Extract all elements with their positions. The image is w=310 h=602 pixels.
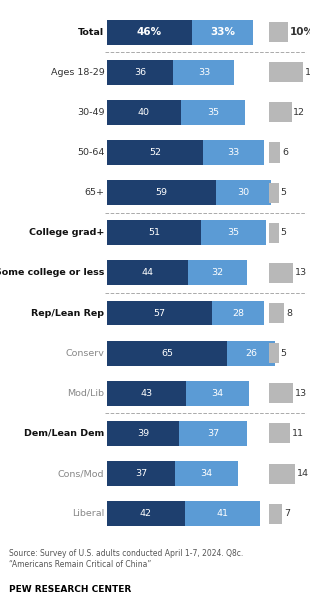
Text: 12: 12 bbox=[293, 108, 305, 117]
Bar bbox=[107, 381, 186, 406]
Text: 35: 35 bbox=[207, 108, 219, 117]
Bar bbox=[174, 60, 234, 85]
Text: 7: 7 bbox=[284, 509, 290, 518]
Text: Some college or less: Some college or less bbox=[0, 268, 104, 278]
Bar bbox=[186, 381, 249, 406]
Text: 44: 44 bbox=[142, 268, 154, 278]
Bar bbox=[107, 140, 203, 165]
Text: 36: 36 bbox=[134, 68, 146, 76]
Text: 41: 41 bbox=[216, 509, 228, 518]
Text: 28: 28 bbox=[232, 309, 244, 317]
Bar bbox=[179, 421, 247, 446]
Bar bbox=[107, 300, 212, 326]
Text: 26: 26 bbox=[245, 349, 257, 358]
Text: Mod/Lib: Mod/Lib bbox=[67, 389, 104, 398]
Text: 10%: 10% bbox=[290, 27, 310, 37]
Text: College grad+: College grad+ bbox=[29, 228, 104, 237]
Text: 11: 11 bbox=[291, 429, 303, 438]
Bar bbox=[269, 62, 303, 82]
Bar bbox=[107, 220, 201, 245]
Bar bbox=[269, 223, 279, 243]
Bar bbox=[269, 303, 284, 323]
Bar bbox=[203, 140, 264, 165]
Bar bbox=[107, 501, 184, 526]
Text: 33: 33 bbox=[227, 148, 240, 157]
Text: 8: 8 bbox=[286, 309, 292, 317]
Text: Total: Total bbox=[78, 28, 104, 37]
Bar bbox=[269, 504, 282, 524]
Text: 32: 32 bbox=[212, 268, 224, 278]
Text: 18: 18 bbox=[304, 68, 310, 76]
Bar bbox=[269, 263, 293, 283]
Text: 30-49: 30-49 bbox=[77, 108, 104, 117]
Bar bbox=[107, 421, 179, 446]
Bar bbox=[227, 341, 275, 365]
Bar bbox=[107, 60, 174, 85]
Text: 43: 43 bbox=[141, 389, 153, 398]
Text: 13: 13 bbox=[295, 268, 307, 278]
Bar bbox=[201, 220, 266, 245]
Text: 35: 35 bbox=[227, 228, 240, 237]
Bar bbox=[216, 180, 271, 205]
Text: 59: 59 bbox=[155, 188, 167, 197]
Text: 46%: 46% bbox=[137, 27, 162, 37]
Text: Source: Survey of U.S. adults conducted April 1-7, 2024. Q8c.
“Americans Remain : Source: Survey of U.S. adults conducted … bbox=[9, 549, 244, 569]
Text: 65+: 65+ bbox=[84, 188, 104, 197]
Text: Rep/Lean Rep: Rep/Lean Rep bbox=[31, 309, 104, 317]
Text: 33: 33 bbox=[198, 68, 210, 76]
Bar bbox=[269, 143, 281, 163]
Bar bbox=[269, 102, 291, 122]
Text: 30: 30 bbox=[237, 188, 250, 197]
Bar bbox=[184, 501, 260, 526]
Text: 34: 34 bbox=[212, 389, 224, 398]
Bar bbox=[269, 182, 279, 203]
Bar bbox=[269, 464, 295, 483]
Bar bbox=[269, 423, 290, 444]
Text: 65: 65 bbox=[161, 349, 173, 358]
Bar bbox=[107, 341, 227, 365]
Bar bbox=[107, 261, 188, 285]
Text: Cons/Mod: Cons/Mod bbox=[58, 469, 104, 478]
Bar bbox=[107, 20, 192, 45]
Text: 37: 37 bbox=[207, 429, 219, 438]
Text: Conserv: Conserv bbox=[65, 349, 104, 358]
Bar bbox=[107, 180, 216, 205]
Text: 37: 37 bbox=[135, 469, 147, 478]
Bar bbox=[175, 461, 238, 486]
Text: 14: 14 bbox=[297, 469, 309, 478]
Text: 42: 42 bbox=[140, 509, 152, 518]
Text: 40: 40 bbox=[138, 108, 150, 117]
Text: 5: 5 bbox=[281, 188, 286, 197]
Text: PEW RESEARCH CENTER: PEW RESEARCH CENTER bbox=[9, 585, 131, 594]
Text: 5: 5 bbox=[281, 349, 286, 358]
Text: 6: 6 bbox=[282, 148, 288, 157]
Bar bbox=[192, 20, 253, 45]
Text: 50-64: 50-64 bbox=[77, 148, 104, 157]
Text: 52: 52 bbox=[149, 148, 161, 157]
Bar bbox=[269, 343, 279, 363]
Text: 39: 39 bbox=[137, 429, 149, 438]
Text: 13: 13 bbox=[295, 389, 307, 398]
Bar bbox=[181, 100, 246, 125]
Text: 57: 57 bbox=[154, 309, 166, 317]
Bar bbox=[107, 461, 175, 486]
Bar bbox=[188, 261, 247, 285]
Bar bbox=[212, 300, 264, 326]
Text: 51: 51 bbox=[148, 228, 160, 237]
Text: Ages 18-29: Ages 18-29 bbox=[51, 68, 104, 76]
Text: 34: 34 bbox=[201, 469, 213, 478]
Text: Dem/Lean Dem: Dem/Lean Dem bbox=[24, 429, 104, 438]
Bar bbox=[269, 383, 293, 403]
Bar bbox=[269, 22, 288, 42]
Text: 33%: 33% bbox=[210, 27, 235, 37]
Text: 5: 5 bbox=[281, 228, 286, 237]
Bar bbox=[107, 100, 181, 125]
Text: Liberal: Liberal bbox=[72, 509, 104, 518]
